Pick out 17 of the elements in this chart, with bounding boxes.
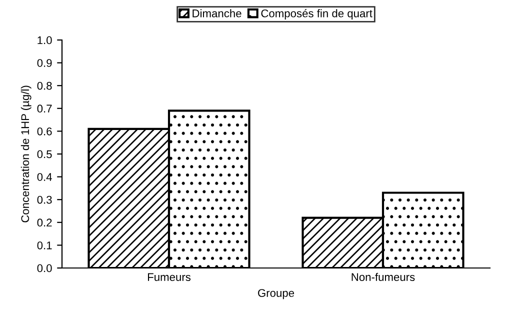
x-tick-label: Non-fumeurs bbox=[352, 272, 415, 282]
y-tick-label: 0.7 bbox=[37, 104, 52, 113]
legend-label: Composés fin de quart bbox=[261, 9, 372, 20]
y-tick-label: 0.2 bbox=[37, 218, 52, 227]
y-tick-label: 0.6 bbox=[37, 127, 52, 136]
y-tick-label: 0.5 bbox=[37, 150, 52, 158]
y-tick-label: 0.8 bbox=[37, 82, 52, 90]
x-tick-label: Fumeurs bbox=[148, 273, 191, 282]
y-tick-label: 0.0 bbox=[37, 264, 52, 272]
y-tick-label: 1.0 bbox=[38, 36, 52, 44]
y-tick-label: 0.1 bbox=[37, 241, 52, 250]
y-tick-label: 0.3 bbox=[37, 196, 52, 204]
y-tick-label: 0.9 bbox=[37, 59, 52, 67]
y-axis-title: Concentration de 1HP (µg/l) bbox=[20, 86, 32, 222]
legend-label: Dimanche bbox=[192, 9, 242, 18]
x-axis-title: Groupe bbox=[258, 289, 294, 300]
y-tick-label: 0.4 bbox=[37, 173, 52, 181]
